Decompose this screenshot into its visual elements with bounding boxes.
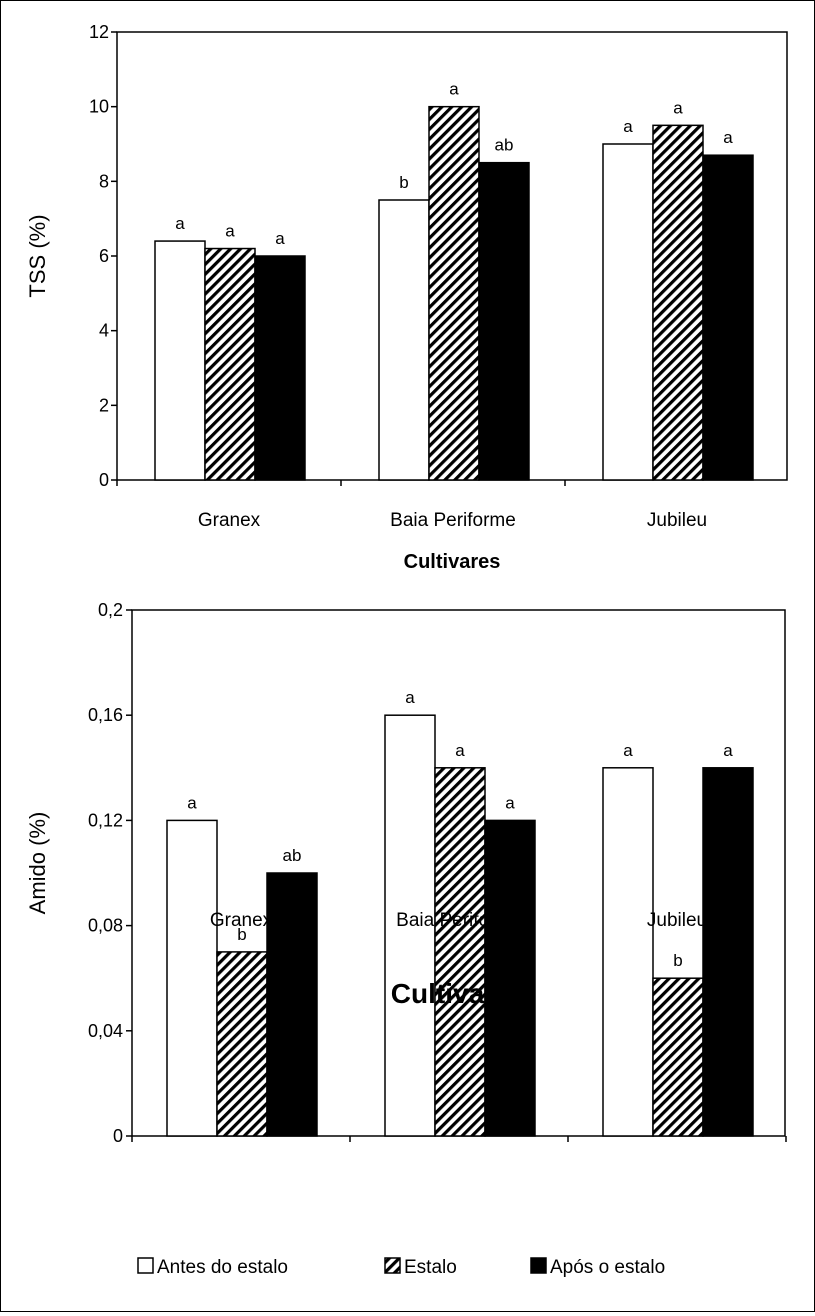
y-tick-label: 0,08: [88, 916, 123, 936]
significance-label: a: [225, 222, 235, 241]
legend-label: Após o estalo: [550, 1257, 665, 1278]
significance-label: a: [175, 214, 185, 233]
legend-swatch-hatch: [384, 1257, 401, 1274]
y-axis-title: Amido (%): [25, 812, 50, 915]
significance-label: a: [723, 741, 733, 760]
bar-white: [154, 240, 206, 481]
y-tick-label: 0,2: [98, 600, 123, 620]
y-tick-label: 10: [89, 97, 109, 117]
y-tick-label: 2: [99, 395, 109, 415]
significance-label: ab: [283, 846, 302, 865]
significance-label: a: [449, 80, 459, 99]
bar-hatch: [204, 247, 256, 481]
y-axis-title: TSS (%): [25, 214, 50, 297]
significance-label: a: [505, 793, 515, 812]
legend-label: Antes do estalo: [157, 1257, 288, 1278]
y-tick-label: 6: [99, 246, 109, 266]
significance-label: a: [187, 793, 197, 812]
bar-black: [702, 154, 754, 481]
significance-label: ab: [495, 136, 514, 155]
significance-label: a: [455, 741, 465, 760]
significance-label: a: [623, 741, 633, 760]
y-tick-label: 0: [99, 470, 109, 490]
legend-swatch-black: [530, 1257, 547, 1274]
significance-label: a: [723, 128, 733, 147]
significance-label: a: [275, 229, 285, 248]
legend: Antes do estalo Estalo Após o estalo: [137, 1257, 665, 1278]
bar-hatch: [216, 951, 268, 1137]
category-label: Granex: [210, 910, 273, 931]
bar-black: [702, 767, 754, 1137]
bar-white: [602, 767, 654, 1137]
bar-hatch: [652, 124, 704, 481]
legend-label: Estalo: [404, 1257, 457, 1278]
significance-label: a: [405, 688, 415, 707]
y-tick-label: 12: [89, 22, 109, 42]
bar-black: [478, 161, 530, 481]
y-tick-label: 8: [99, 171, 109, 191]
y-tick-label: 0,16: [88, 705, 123, 725]
significance-label: a: [673, 98, 683, 117]
significance-label: a: [623, 117, 633, 136]
y-tick-label: 4: [99, 321, 109, 341]
bar-hatch: [428, 105, 480, 481]
bar-white: [378, 199, 430, 481]
significance-label: b: [399, 173, 408, 192]
significance-label: b: [237, 925, 246, 944]
y-tick-label: 0: [113, 1126, 123, 1146]
category-label: Baia Periforme: [396, 910, 522, 931]
bar-white: [384, 714, 436, 1137]
bar-white: [602, 143, 654, 481]
category-label: Jubileu: [647, 510, 707, 531]
significance-label: b: [673, 951, 682, 970]
bar-hatch: [652, 977, 704, 1137]
bar-black: [266, 872, 318, 1137]
bar-black: [484, 819, 536, 1137]
category-label: Baia Periforme: [390, 510, 516, 531]
category-label: Granex: [198, 510, 261, 531]
bar-black: [254, 255, 306, 481]
x-axis-title: Cultivares: [391, 978, 526, 1009]
legend-swatch-white: [137, 1257, 154, 1274]
category-label: Jubileu: [647, 910, 707, 931]
x-axis-title: Cultivares: [404, 551, 501, 573]
chart-tss: 0 2 4 6 8 10 12 a a a Granex b a ab Baia Periforme a a a J…: [25, 22, 788, 573]
bar-white: [166, 819, 218, 1137]
y-tick-label: 0,12: [88, 810, 123, 830]
bar-hatch: [434, 767, 486, 1137]
y-tick-label: 0,04: [88, 1021, 123, 1041]
